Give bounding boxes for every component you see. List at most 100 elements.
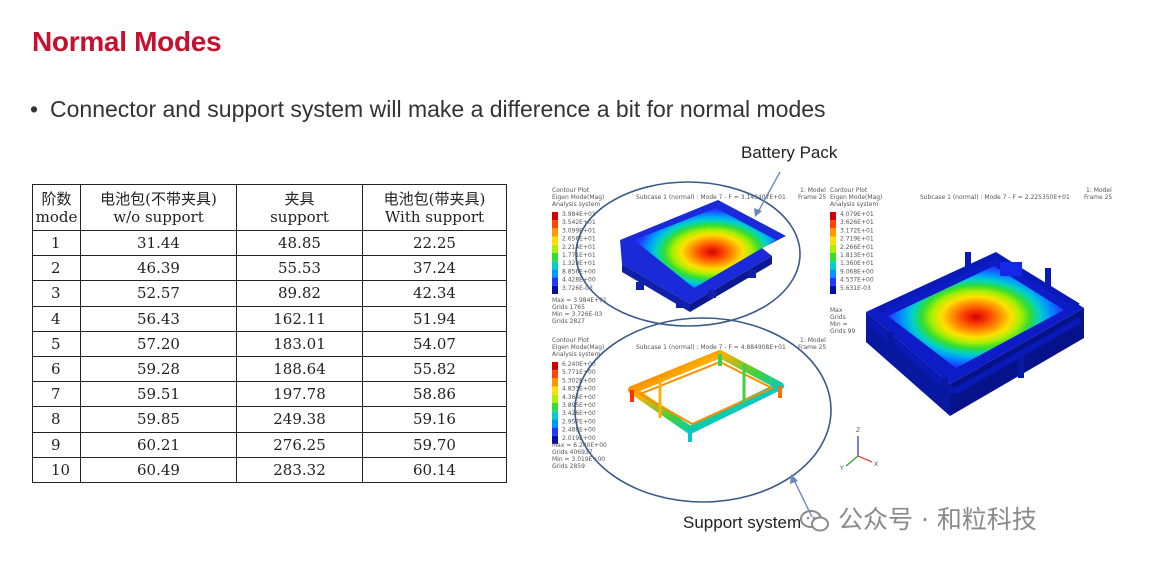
- panel-r-title3: Analysis system: [830, 201, 878, 208]
- legend-label: 1.328E+01: [562, 260, 596, 267]
- battery-pack-arrow: [754, 171, 781, 217]
- legend-swatch: [552, 370, 558, 379]
- panel-r-grid2: Grids 99: [830, 328, 855, 335]
- legend-swatch: [830, 244, 836, 253]
- panel-r-min: Min =: [830, 321, 848, 328]
- support-cell: 188.64: [236, 355, 363, 383]
- without-support-cell: 57.20: [80, 330, 237, 357]
- legend-label: 2.266E+01: [840, 244, 874, 251]
- legend-swatch: [830, 261, 836, 270]
- with-support-cell: 42.34: [362, 280, 507, 307]
- panel-bl-frame: Frame 25: [798, 344, 826, 351]
- bullet-label: Connector and support system will make a…: [50, 96, 826, 122]
- bullet-text: • Connector and support system will make …: [30, 96, 826, 123]
- legend-swatch: [830, 285, 836, 294]
- mode-cell: 1: [32, 229, 81, 257]
- header-with-support: 电池包(带夹具) With support: [362, 184, 507, 231]
- panel-tl-subcase: Subcase 1 (normal) : Mode 7 - F = 3.1434…: [636, 194, 786, 201]
- support-cell: 55.53: [236, 255, 363, 282]
- legend-swatch: [830, 236, 836, 245]
- legend-swatch: [552, 261, 558, 270]
- panel-bl-max: Max = 6.240E+00: [552, 442, 607, 449]
- panel-r-max: Max: [830, 307, 843, 314]
- legend-label: 1.771E+01: [562, 252, 596, 259]
- legend-swatch: [552, 394, 558, 403]
- without-support-cell: 52.57: [80, 280, 237, 307]
- legend-swatch: [830, 269, 836, 278]
- watermark: 公众号 · 和粒科技: [800, 500, 1037, 536]
- without-support-cell: 59.85: [80, 406, 237, 433]
- panel-r-title1: Contour Plot: [830, 187, 868, 194]
- legend-swatch: [830, 277, 836, 286]
- support-cell: 183.01: [236, 330, 363, 357]
- legend-swatch: [552, 435, 558, 444]
- legend-swatch: [552, 244, 558, 253]
- axis-z-label: Z: [856, 427, 860, 434]
- table-row: 8 59.85 249.38 59.16: [32, 406, 507, 433]
- legend-label: 2.214E+01: [562, 244, 596, 251]
- header-mode: 阶数 mode: [32, 184, 81, 231]
- support-cell: 197.78: [236, 381, 363, 408]
- legend-label: 3.626E+01: [840, 219, 874, 226]
- panel-bl-title1: Contour Plot: [552, 337, 590, 344]
- legend-label: 2.957E+00: [562, 418, 596, 425]
- legend-label: 1.360E+01: [840, 260, 874, 267]
- panel-bl-title3: Analysis system: [552, 351, 600, 358]
- panel-tl-max: Max = 3.984E+01: [552, 297, 607, 304]
- battery-pack-ellipse: [575, 181, 801, 327]
- legend-swatch: [552, 220, 558, 229]
- panel-tl-title2: Eigen Mode(Mag): [552, 194, 604, 201]
- legend-label: 5.631E-03: [840, 285, 871, 292]
- support-cell: 276.25: [236, 431, 363, 458]
- legend-label: 3.726E-03: [562, 285, 593, 292]
- legend-swatch: [552, 386, 558, 395]
- table-row: 6 59.28 188.64 55.82: [32, 355, 507, 383]
- slide-title: Normal Modes: [32, 26, 222, 57]
- legend-label: 3.426E+00: [562, 410, 596, 417]
- panel-top-left: Contour Plot Eigen Mode(Mag) Analysis sy…: [552, 187, 826, 325]
- table-row: 2 46.39 55.53 37.24: [32, 255, 507, 282]
- legend-label: 3.895E+00: [562, 402, 596, 409]
- battery-pack-model: [620, 200, 786, 312]
- with-support-cell: 51.94: [362, 305, 507, 332]
- legend-label: 4.079E+01: [840, 211, 874, 218]
- panel-bl-grid2: Grids 2859: [552, 463, 585, 470]
- panel-bl-grid1: Grids 406937: [552, 449, 593, 456]
- with-support-cell: 37.24: [362, 255, 507, 282]
- legend-swatch: [830, 253, 836, 262]
- panel-tl-min: Min = 3.726E-03: [552, 311, 602, 318]
- panel-r-grid1: Grids: [830, 314, 846, 321]
- legend-label: 6.240E+00: [562, 361, 596, 368]
- table-row: 9 60.21 276.25 59.70: [32, 431, 507, 458]
- legend-swatch: [552, 285, 558, 294]
- table-row: 4 56.43 162.11 51.94: [32, 305, 507, 332]
- legend-label: 5.771E+00: [562, 369, 596, 376]
- mode-cell: 6: [32, 355, 81, 383]
- axis-x-label: X: [874, 461, 878, 468]
- assembly-model: [866, 252, 1084, 416]
- legend-swatch: [552, 269, 558, 278]
- without-support-cell: 60.21: [80, 431, 237, 458]
- panel-right: Contour Plot Eigen Mode(Mag) Analysis sy…: [830, 187, 1112, 335]
- panel-bl-title2: Eigen Mode(Mag): [552, 344, 604, 351]
- legend-label: 4.428E+00: [562, 277, 596, 284]
- panel-bl-model: 1: Model: [800, 337, 826, 344]
- panel-tl-title3: Analysis system: [552, 201, 600, 208]
- support-cell: 249.38: [236, 406, 363, 433]
- support-cell: 48.85: [236, 229, 363, 257]
- legend-label: 3.099E+01: [562, 227, 596, 234]
- legend-swatch: [552, 212, 558, 221]
- with-support-cell: 58.86: [362, 381, 507, 408]
- legend-r: 4.079E+013.626E+013.172E+01 2.719E+012.26…: [830, 211, 874, 294]
- table-row: 10 60.49 283.32 60.14: [32, 456, 507, 483]
- legend-swatch: [552, 419, 558, 428]
- table-header-row: 阶数 mode 电池包(不带夹具) w/o support 夹具 support 电池…: [32, 184, 507, 231]
- mode-cell: 10: [32, 456, 81, 483]
- legend-bl: 6.240E+005.771E+005.302E+004.833E+004.36…: [552, 361, 596, 444]
- table-row: 7 59.51 197.78 58.86: [32, 381, 507, 408]
- without-support-cell: 60.49: [80, 456, 237, 483]
- legend-swatch: [552, 427, 558, 436]
- panel-bl-subcase: Subcase 1 (normal) : Mode 7 - F = 4.8849…: [636, 344, 786, 351]
- legend-label: 4.537E+00: [840, 277, 874, 284]
- legend-label: 9.068E+00: [840, 268, 874, 275]
